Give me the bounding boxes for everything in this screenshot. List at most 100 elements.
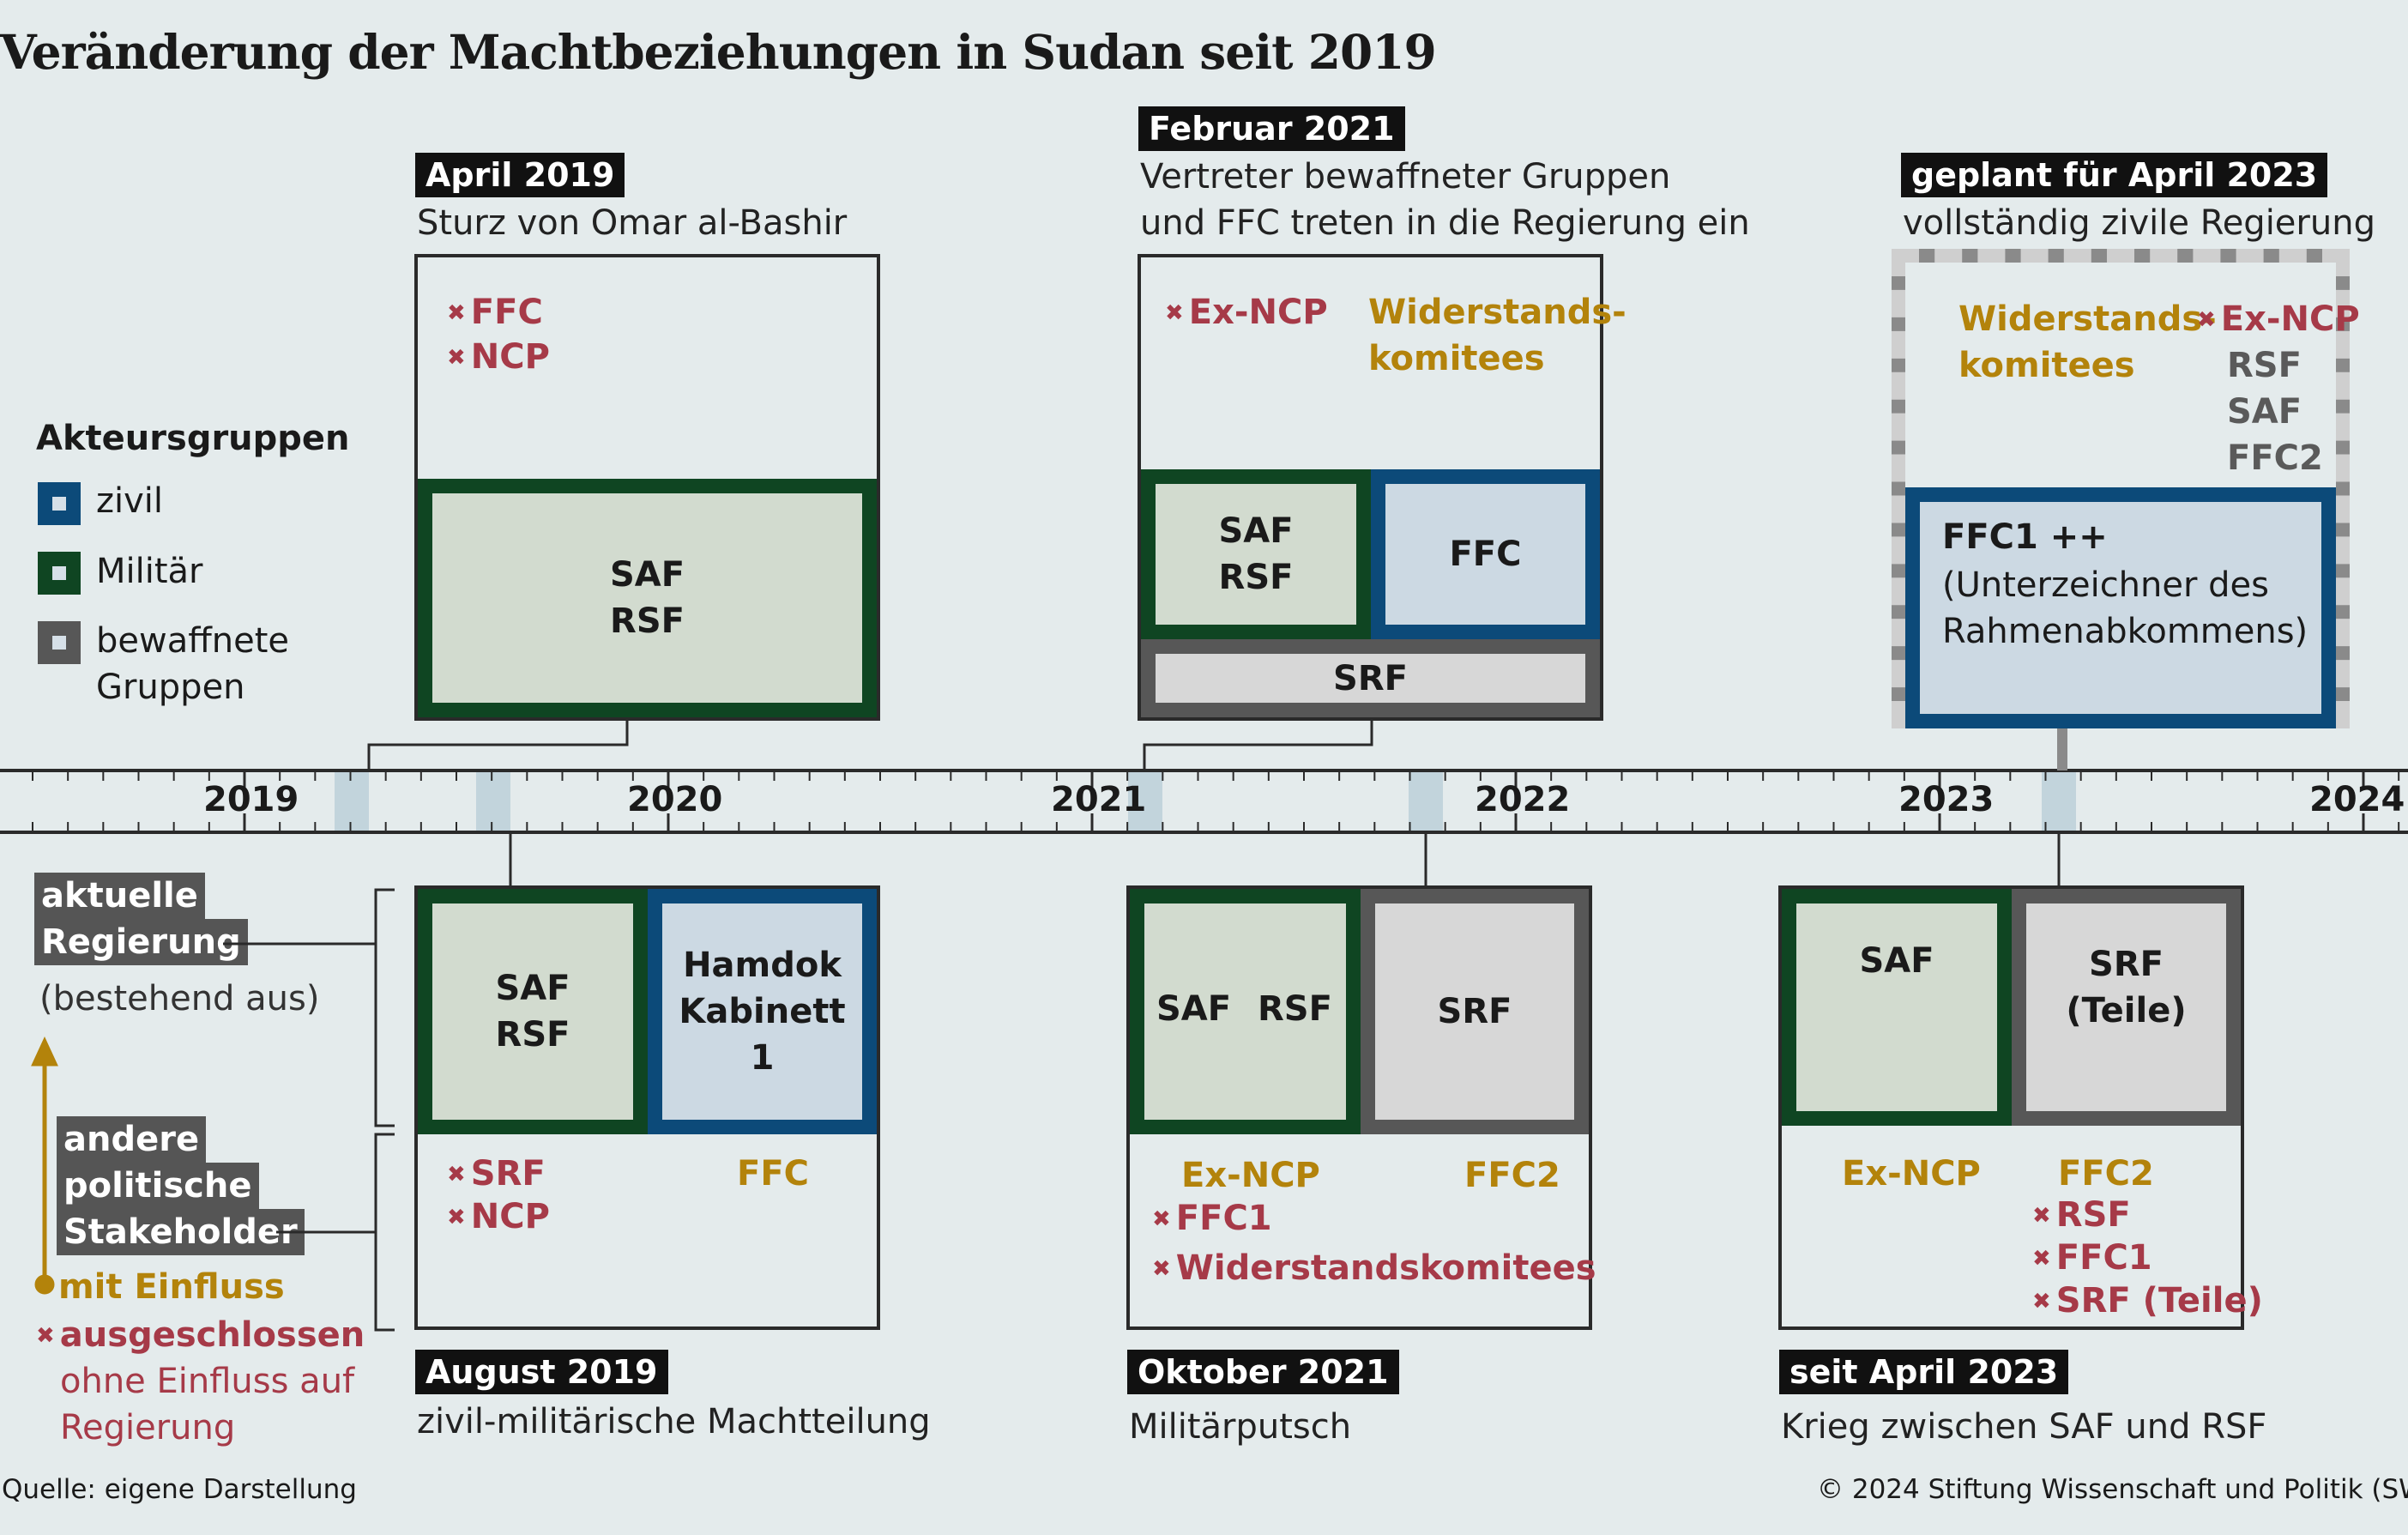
- actor-ffc: FFC: [1449, 535, 1522, 574]
- event-highlight-band: [476, 772, 510, 831]
- actor-rsf: RSF: [610, 601, 685, 641]
- influence-item: FFC2: [1464, 1156, 1560, 1195]
- excluded-item: ✖ SRF: [447, 1154, 546, 1194]
- influence-item-2: komitees: [1958, 346, 2135, 385]
- actor-saf: SAF: [495, 969, 570, 1008]
- year-label-2023: 2023: [1898, 780, 1995, 819]
- actor-saf: SAF: [1218, 511, 1294, 551]
- civil-panel: FFC: [1371, 469, 1600, 639]
- event-highlight-band: [1409, 772, 1443, 831]
- actor-kabinett: Kabinett 1: [679, 992, 846, 1078]
- key-other-tag-2: politische: [57, 1163, 259, 1209]
- other-item: SAF: [2227, 392, 2302, 432]
- civil-panel-note-2: Rahmenabkommens): [1942, 612, 2308, 651]
- source-note: Quelle: eigene Darstellung: [2, 1474, 357, 1505]
- influence-item: Ex-NCP: [1181, 1156, 1320, 1195]
- event-plan2023-box: Widerstands- komitees ✖ Ex-NCP RSF SAF FF…: [1892, 249, 2360, 728]
- year-label-2020: 2020: [627, 780, 723, 819]
- excluded-item: ✖ NCP: [447, 1197, 550, 1236]
- legend-civil-label: zivil: [96, 481, 164, 521]
- event-highlight-band: [2042, 772, 2076, 831]
- event-aug2019-box: SAF RSF Hamdok Kabinett 1 ✖ SRF ✖ NCP FFC: [414, 885, 880, 1330]
- legend-heading: Akteursgruppen: [36, 419, 350, 458]
- military-panel: SAF RSF: [1141, 469, 1371, 639]
- influence-item-1: Widerstands-: [1368, 293, 1626, 332]
- event-apr2019-date: April 2019: [415, 153, 625, 197]
- key-influence-label: mit Einfluss: [58, 1267, 285, 1307]
- key-current-gov-tag-1: aktuelle: [34, 873, 205, 919]
- year-label-2024: 2024: [2309, 780, 2405, 819]
- page-title: Veränderung der Machtbeziehungen in Suda…: [0, 24, 1437, 80]
- event-highlight-band: [1128, 772, 1162, 831]
- event-oct2021-box: SAF RSF SRF Ex-NCP FFC2 ✖ FFC1 ✖ Widerstan…: [1126, 885, 1596, 1330]
- actor-srf: SRF: [1437, 992, 1512, 1031]
- excluded-item: ✖ FFC: [447, 293, 543, 332]
- actor-saf: SAF: [609, 555, 685, 595]
- armed-panel: SRF: [1141, 639, 1600, 717]
- key-no-influence-2: Regierung: [60, 1408, 236, 1447]
- actor-hamdok: Hamdok: [683, 946, 842, 985]
- excluded-item: ✖ NCP: [447, 337, 550, 377]
- event-feb2021-box: ✖ Ex-NCP Widerstands- komitees SAF RSF FF…: [1138, 254, 1626, 721]
- excluded-item: ✖ Ex-NCP: [1165, 293, 1328, 332]
- key-other-tag-1: andere: [57, 1116, 207, 1163]
- actor-saf: SAF: [1859, 941, 1934, 981]
- armed-panel: SRF (Teile): [2012, 889, 2241, 1126]
- event-plan2023-desc: vollständig zivile Regierung: [1903, 203, 2375, 243]
- excluded-item: ✖ FFC1: [2032, 1238, 2152, 1278]
- influence-item-2: komitees: [1368, 339, 1545, 378]
- military-panel: SAF RSF: [418, 479, 877, 717]
- event-apr2019-desc: Sturz von Omar al-Bashir: [417, 203, 848, 243]
- event-oct2021-date: Oktober 2021: [1127, 1350, 1399, 1394]
- legend-military-swatch: [38, 552, 81, 595]
- legend-civil-swatch: [38, 482, 81, 525]
- event-aug2019-date: August 2019: [415, 1350, 668, 1394]
- year-label-2019: 2019: [203, 780, 299, 819]
- copyright-note: © 2024 Stiftung Wissenschaft und Politik…: [1817, 1474, 2408, 1505]
- event-oct2021-desc: Militärputsch: [1129, 1407, 1352, 1447]
- actor-srf: SRF: [1333, 658, 1408, 698]
- event-apr2023-date: seit April 2023: [1779, 1350, 2069, 1394]
- legend-armed-label-2: Gruppen: [96, 668, 245, 707]
- legend-armed-label-1: bewaffnete: [96, 621, 290, 661]
- key-other-tag-3: Stakeholder: [57, 1209, 305, 1255]
- key-excluded-label: ✖ ausgeschlossen: [36, 1315, 365, 1355]
- excluded-item: ✖ FFC1: [1152, 1199, 1272, 1238]
- military-panel: SAF RSF: [418, 889, 648, 1134]
- event-aug2019-desc: zivil-militärische Machtteilung: [417, 1402, 931, 1441]
- actor-srf-teile: SRF (Teile): [2066, 945, 2187, 1030]
- event-highlight-band: [335, 772, 369, 831]
- military-panel: SAF: [1782, 889, 2012, 1126]
- actor-rsf: RSF: [495, 1015, 570, 1055]
- key-current-gov-tag-2: Regierung: [34, 919, 248, 965]
- armed-panel: SRF: [1361, 889, 1589, 1134]
- civil-panel: FFC1 ++ (Unterzeichner des Rahmenabkomme…: [1905, 487, 2336, 728]
- other-item: FFC2: [2227, 438, 2323, 478]
- event-apr2019-box: ✖ FFC ✖ NCP SAF RSF: [414, 254, 880, 721]
- influence-item: Ex-NCP: [1842, 1154, 1981, 1194]
- actor-ffc1: FFC1 ++: [1942, 517, 2108, 557]
- event-feb2021-date: Februar 2021: [1138, 106, 1405, 151]
- legend-armed-swatch: [38, 621, 81, 664]
- legend-military-label: Militär: [96, 552, 203, 591]
- excluded-item: ✖ SRF (Teile): [2032, 1281, 2263, 1320]
- event-apr2023-desc: Krieg zwischen SAF und RSF: [1781, 1407, 2267, 1447]
- influence-item-1: Widerstands-: [1958, 299, 2217, 339]
- other-item: RSF: [2227, 346, 2302, 385]
- key-no-influence-1: ohne Einfluss auf: [60, 1362, 355, 1401]
- civil-panel-note-1: (Unterzeichner des: [1942, 565, 2269, 605]
- excluded-item: ✖ Ex-NCP: [2197, 299, 2360, 339]
- civil-panel: Hamdok Kabinett 1: [648, 889, 877, 1134]
- event-feb2021-desc-1: Vertreter bewaffneter Gruppen: [1140, 157, 1671, 196]
- actor-rsf: RSF: [1258, 989, 1332, 1029]
- excluded-item: ✖ Widerstandskomitees: [1152, 1248, 1596, 1288]
- military-panel: SAF RSF: [1130, 889, 1361, 1134]
- event-plan2023-date: geplant für April 2023: [1901, 153, 2328, 197]
- event-apr2023-box: SAF SRF (Teile) Ex-NCP FFC2 ✖ RSF ✖ FFC1 ✖…: [1778, 885, 2263, 1330]
- event-feb2021-desc-2: und FFC treten in die Regierung ein: [1140, 203, 1750, 243]
- timeline-ruler: [0, 769, 2408, 834]
- actor-rsf: RSF: [1218, 558, 1294, 597]
- year-label-2022: 2022: [1475, 780, 1571, 819]
- key-current-gov-sub: (bestehend aus): [39, 979, 320, 1018]
- influence-item: FFC: [737, 1154, 810, 1194]
